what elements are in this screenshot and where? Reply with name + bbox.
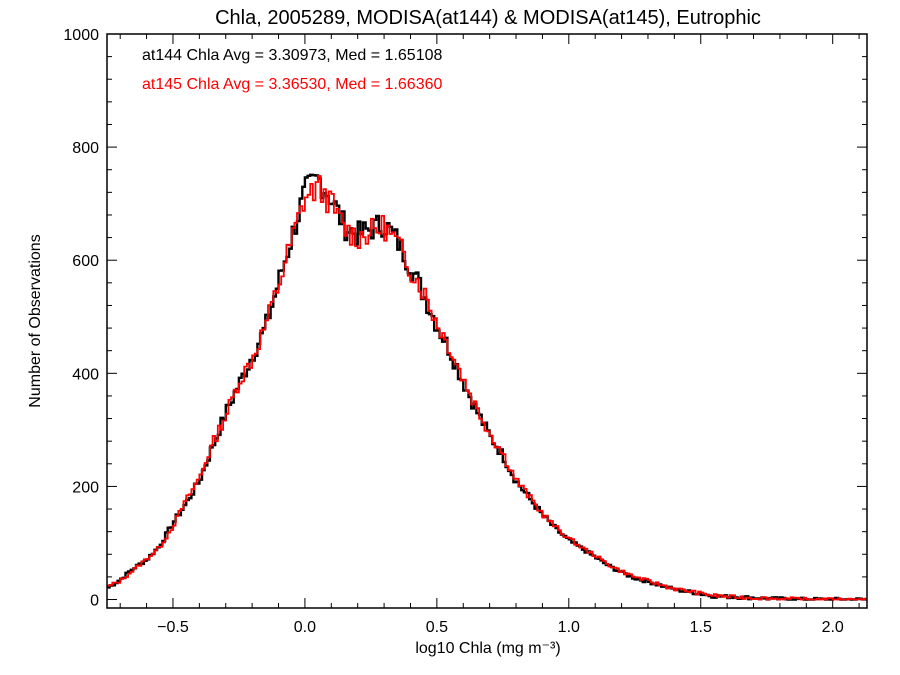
y-tick-label: 600 xyxy=(72,253,99,270)
plot-frame xyxy=(106,33,868,609)
x-tick-label: 2.0 xyxy=(822,619,844,636)
y-tick-label: 800 xyxy=(72,140,99,157)
y-tick-label: 400 xyxy=(72,366,99,383)
x-tick-label: 1.5 xyxy=(690,619,712,636)
y-tick-label: 1000 xyxy=(63,27,99,44)
x-tick-label: −0.5 xyxy=(157,619,189,636)
series-line-0 xyxy=(107,173,867,601)
x-tick-label: 0.5 xyxy=(426,619,448,636)
x-tick-label: 0.0 xyxy=(294,619,316,636)
series-layer xyxy=(107,173,867,601)
x-tick-label: 1.0 xyxy=(558,619,580,636)
annotation-at145: at145 Chla Avg = 3.36530, Med = 1.66360 xyxy=(142,76,442,93)
series-line-1 xyxy=(107,175,867,601)
x-axis-label: log10 Chla (mg m⁻³) xyxy=(415,640,560,657)
annotation-at144: at144 Chla Avg = 3.30973, Med = 1.65108 xyxy=(142,47,442,64)
y-tick-label: 0 xyxy=(90,593,99,610)
y-tick-label: 200 xyxy=(72,479,99,496)
chart-title: Chla, 2005289, MODISA(at144) & MODISA(at… xyxy=(215,7,761,29)
y-axis-label: Number of Observations xyxy=(27,234,44,407)
axis-ticks: −0.5 0.0 0.5 1.0 1.5 2.0 0 200 400 600 800 1000 xyxy=(63,27,867,636)
